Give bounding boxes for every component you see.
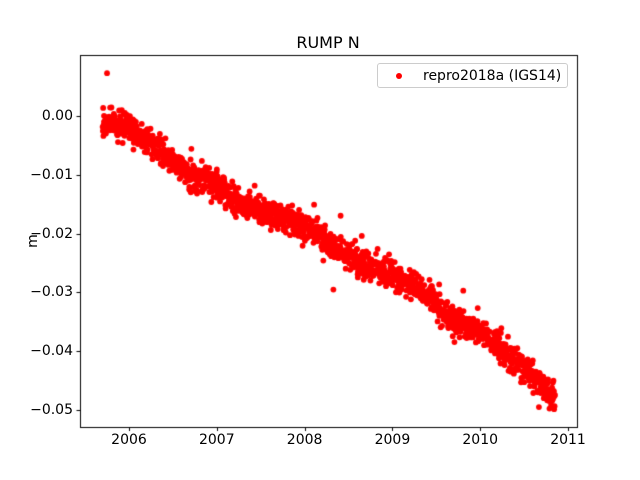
y-tick-label: −0.03 bbox=[30, 284, 73, 301]
x-tick-label: 2010 bbox=[462, 432, 499, 448]
legend-series-label: repro2018a (IGS14) bbox=[423, 67, 562, 84]
y-tick-label: −0.01 bbox=[30, 166, 73, 183]
y-tick-label: −0.05 bbox=[30, 401, 73, 418]
x-tick-label: 2006 bbox=[111, 432, 147, 448]
x-tick-label: 2008 bbox=[286, 432, 323, 448]
chart-title: RUMP N bbox=[296, 33, 360, 52]
x-tick-label: 2007 bbox=[198, 432, 235, 448]
x-tick-label: 2009 bbox=[374, 432, 411, 448]
y-tick-label: −0.02 bbox=[30, 225, 73, 242]
y-tick-label: 0.00 bbox=[41, 108, 73, 125]
y-tick-label: −0.04 bbox=[30, 343, 73, 360]
legend-marker-dot-icon bbox=[396, 72, 402, 79]
legend: repro2018a (IGS14) bbox=[377, 63, 568, 88]
x-tick-label: 2011 bbox=[550, 432, 586, 448]
